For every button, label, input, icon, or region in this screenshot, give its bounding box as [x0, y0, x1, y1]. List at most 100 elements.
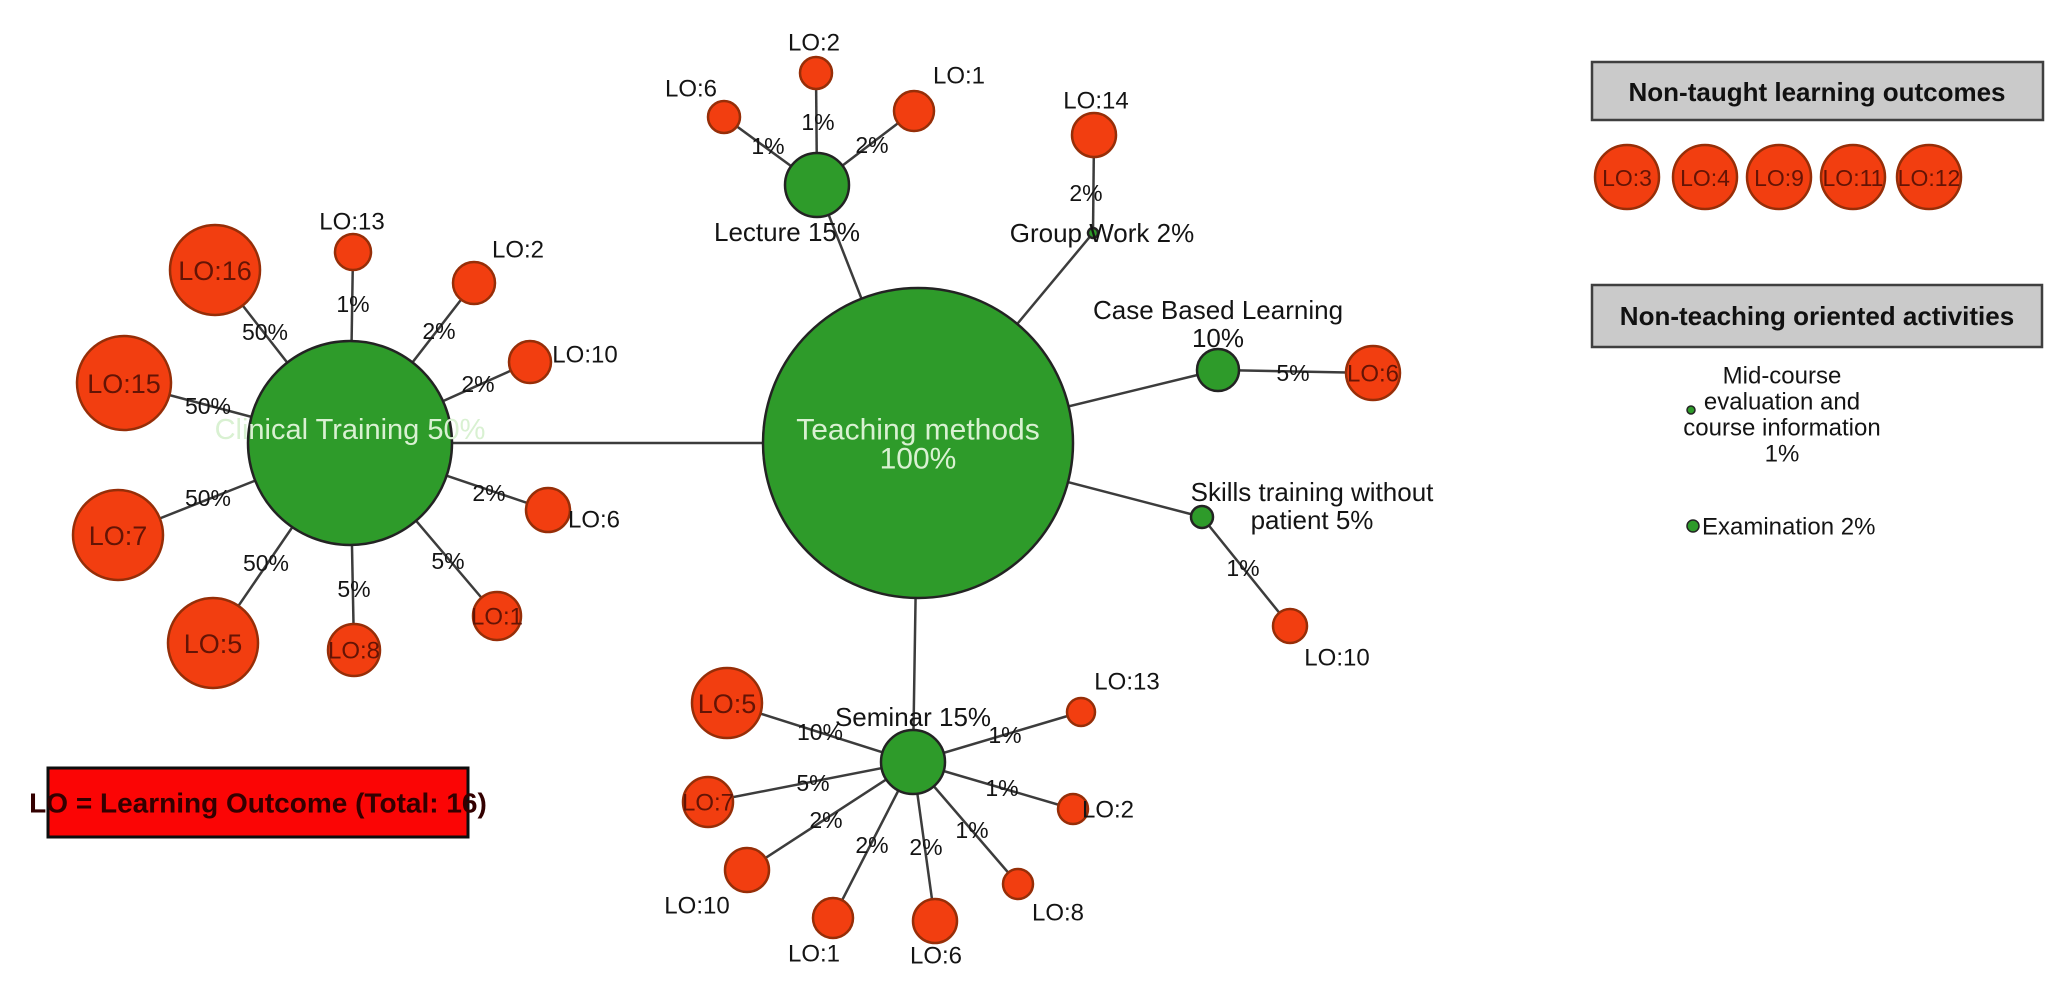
lo-node-label: LO:5: [184, 629, 243, 659]
edge-weight-label: 5%: [796, 770, 829, 796]
lo-node-seminar-lo7: [681, 775, 735, 829]
lo-node-label: LO:1: [471, 604, 523, 631]
examination-label: Examination 2%: [1702, 514, 1875, 541]
edge-weight-label: 10%: [797, 719, 843, 745]
edge-weight-label: 1%: [988, 722, 1021, 748]
lo-node-label: LO:6: [568, 507, 620, 534]
lo-node-label: LO:13: [1094, 669, 1159, 696]
non-taught-lo-node: [1895, 143, 1963, 211]
lo-node-seminar-lo6: [911, 897, 959, 945]
lo-node-label: LO:2: [1082, 797, 1134, 824]
lo-node-label: LO:15: [87, 369, 161, 399]
lo-node-label: LO:8: [1032, 900, 1084, 927]
lo-node-clinical-lo7: [71, 488, 165, 582]
legend-text: LO = Learning Outcome (Total: 16): [29, 788, 487, 819]
edge-weight-label: 2%: [422, 318, 455, 344]
edge-weight-label: 1%: [801, 109, 834, 135]
non-taught-lo-label: LO:9: [1754, 165, 1804, 191]
edge-weight-label: 50%: [185, 393, 231, 419]
lo-node-label: LO:13: [319, 209, 384, 236]
lo-node-lecture-lo1: [892, 89, 936, 133]
non-taught-lo-node: [1819, 143, 1887, 211]
edge-weight-label: 2%: [855, 132, 888, 158]
lo-node-clinical-lo13: [333, 232, 373, 272]
lo-node-lecture-lo6: [706, 99, 742, 135]
non-taught-lo-label: LO:4: [1680, 165, 1730, 191]
lo-node-clinical-lo15: [75, 334, 173, 432]
method-label-lecture: Lecture 15%: [714, 217, 860, 247]
edge-weight-label: 2%: [461, 371, 494, 397]
lo-node-clinical-lo6: [524, 486, 572, 534]
non-teaching-header-box: [1590, 283, 2044, 349]
edge-weight-label: 1%: [751, 133, 784, 159]
teaching-node-label: 100%: [880, 443, 957, 476]
edge-weight-label: 5%: [337, 576, 370, 602]
lo-node-label: LO:10: [664, 893, 729, 920]
method-label-clinical: Clinical Training 50%: [215, 414, 486, 446]
edge-weight-label: 2%: [909, 834, 942, 860]
method-label-skills: Skills training without: [1191, 477, 1435, 507]
edge-weight-label: 50%: [243, 550, 289, 576]
teaching-node-label: Teaching methods: [796, 414, 1040, 447]
legend-box: [46, 766, 470, 839]
lo-node-label: LO:14: [1063, 88, 1128, 115]
lo-node-seminar-lo13: [1065, 696, 1097, 728]
edge-weight-label: 5%: [1276, 360, 1309, 386]
lo-node-label: LO:6: [665, 76, 717, 103]
lo-node-clinical-lo16: [168, 223, 262, 317]
lo-node-seminar-lo2: [1056, 792, 1090, 826]
method-node-casebased: [1195, 347, 1241, 393]
edge-skills-lo10: [1201, 516, 1291, 627]
midcourse-label-line: Mid-course: [1723, 363, 1842, 390]
non-taught-header-box: [1590, 60, 2045, 122]
midcourse-label-line: 1%: [1765, 441, 1800, 468]
edge-weight-label: 2%: [809, 807, 842, 833]
examination-dot-node: [1686, 519, 1700, 533]
method-node-teaching: [761, 286, 1075, 600]
midcourse-label-line: course information: [1683, 415, 1880, 442]
non-teaching-panel: Non-teaching oriented activities Mid-cou…: [1590, 283, 2044, 541]
method-node-seminar: [879, 728, 947, 796]
lo-node-label: LO:10: [552, 342, 617, 369]
lo-node-seminar-lo10: [723, 846, 771, 894]
lo-node-label: LO:6: [910, 943, 962, 970]
edge-weight-label: 1%: [955, 817, 988, 843]
non-taught-lo-label: LO:3: [1602, 165, 1652, 191]
method-label-casebased: Case Based Learning: [1093, 295, 1343, 325]
nodes-layer: [71, 55, 1402, 945]
edge-weight-label: 50%: [185, 485, 231, 511]
edge-weight-label: 5%: [431, 548, 464, 574]
lo-node-label: LO:2: [788, 30, 840, 57]
lo-node-label: LO:8: [328, 638, 380, 665]
lo-node-clinical-lo10: [507, 339, 553, 385]
lo-node-seminar-lo8: [1001, 867, 1035, 901]
method-label-groupwork: Group Work 2%: [1010, 218, 1194, 248]
edge-weight-label: 1%: [1226, 555, 1259, 581]
method-node-clinical: [246, 339, 454, 547]
lo-node-clinical-lo2: [451, 260, 497, 306]
non-taught-lo-label: LO:12: [1898, 165, 1961, 191]
lo-node-label: LO:10: [1304, 645, 1369, 672]
lo-node-label: LO:2: [492, 237, 544, 264]
edge-weight-label: 50%: [242, 319, 288, 345]
lo-node-label: LO:7: [89, 521, 148, 551]
legend: LO = Learning Outcome (Total: 16): [29, 766, 487, 839]
non-teaching-title: Non-teaching oriented activities: [1620, 301, 2014, 331]
lo-node-groupwork-lo14: [1070, 111, 1118, 159]
non-taught-lo-node: [1745, 143, 1813, 211]
method-label-casebased: 10%: [1192, 323, 1244, 353]
edge-weight-label: 2%: [472, 480, 505, 506]
non-taught-panel: Non-taught learning outcomes LO:3 LO:4 L…: [1590, 60, 2045, 211]
midcourse-label-line: evaluation and: [1704, 389, 1860, 416]
midcourse-dot-node: [1686, 405, 1696, 415]
lo-node-clinical-lo1: [471, 590, 523, 642]
non-taught-title: Non-taught learning outcomes: [1629, 77, 2006, 107]
edge-weight-label: 1%: [985, 775, 1018, 801]
lo-node-label: LO:1: [933, 63, 985, 90]
lo-node-seminar-lo1: [811, 896, 855, 940]
lo-node-lecture-lo2: [798, 55, 834, 91]
lo-node-label: LO:5: [698, 689, 757, 719]
non-taught-lo-node: [1671, 143, 1739, 211]
